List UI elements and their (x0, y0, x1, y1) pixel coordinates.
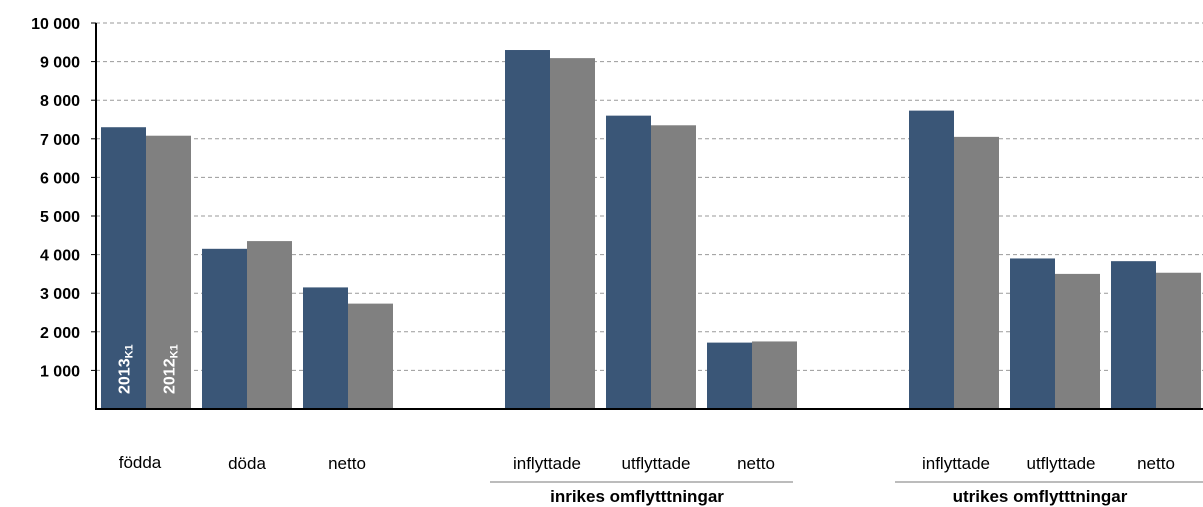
bar-2012-5 (752, 341, 797, 409)
bar-2013-6 (909, 110, 954, 409)
y-tick-label: 6 000 (40, 170, 80, 187)
series-name: 2013 (117, 358, 134, 394)
category-label: netto (1137, 454, 1175, 473)
series-name: 2012 (162, 358, 179, 394)
group-label: inrikes omflytttningar (550, 487, 724, 506)
category-label: inflyttade (513, 454, 581, 473)
bar-2013-7 (1010, 258, 1055, 409)
category-label: netto (737, 454, 775, 473)
y-tick-label: 8 000 (40, 93, 80, 110)
y-tick-label: 9 000 (40, 55, 80, 72)
bar-2012-0 (146, 135, 191, 409)
axes (95, 23, 1203, 410)
category-label: inflyttade (922, 454, 990, 473)
bar-2013-4 (606, 115, 651, 409)
bar-2012-7 (1055, 273, 1100, 409)
category-label: födda (119, 453, 162, 472)
y-tick-label: 5 000 (40, 209, 80, 226)
bar-2013-5 (707, 342, 752, 409)
series-label-2013: 2013K1 (117, 344, 136, 394)
bar-2012-4 (651, 125, 696, 409)
bar-2012-2 (348, 303, 393, 409)
y-tick-label: 2 000 (40, 325, 80, 342)
bar-2013-8 (1111, 261, 1156, 409)
bar-2013-2 (303, 287, 348, 409)
y-tick-label: 10 000 (31, 16, 80, 33)
y-tick-label: 4 000 (40, 248, 80, 265)
category-labels: födda döda netto inflyttade utflyttade netto i… (119, 453, 1175, 473)
series-label-2012: 2012K1 (162, 344, 181, 394)
y-tick-label: 3 000 (40, 286, 80, 303)
bar-2013-3 (505, 50, 550, 410)
bar-2013-0 (101, 127, 146, 409)
bar-2012-6 (954, 136, 999, 409)
category-label: utflyttade (622, 454, 691, 473)
y-tick-label: 1 000 (40, 363, 80, 380)
bar-2012-8 (1156, 272, 1201, 409)
y-axis-ticks: 1 000 2 000 3 000 4 000 5 000 6 000 7 000 8 000… (31, 16, 96, 380)
category-label: döda (228, 454, 266, 473)
group-label: utrikes omflytttningar (953, 487, 1128, 506)
y-tick-label: 7 000 (40, 132, 80, 149)
category-label: netto (328, 454, 366, 473)
series-subscript: K1 (169, 344, 181, 358)
series-subscript: K1 (124, 344, 136, 358)
bar-2012-1 (247, 241, 292, 409)
group-labels: inrikes omflytttningar utrikes omflytttni… (490, 481, 1203, 506)
bars (101, 50, 1201, 410)
bar-2013-1 (202, 248, 247, 409)
category-label: utflyttade (1027, 454, 1096, 473)
bar-2012-3 (550, 58, 595, 409)
